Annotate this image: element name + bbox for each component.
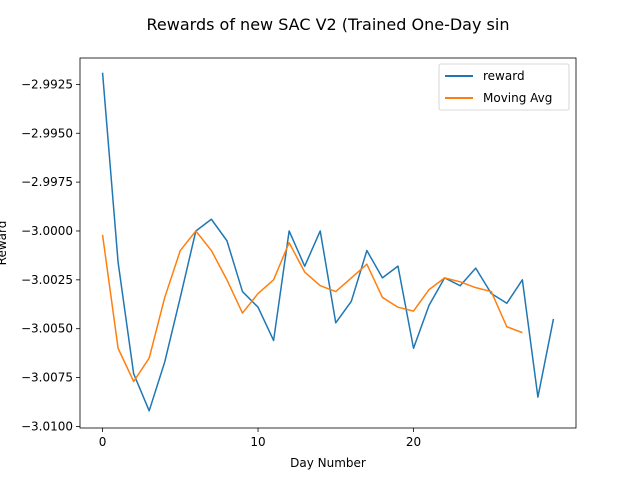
legend: reward Moving Avg bbox=[438, 63, 570, 111]
x-axis-ticks: 0 10 20 bbox=[99, 428, 421, 449]
y-axis-ticks: −2.9925 −2.9950 −2.9975 −3.0000 −3.0025 −3.00… bbox=[21, 77, 80, 433]
y-tick-label: −2.9950 bbox=[21, 126, 73, 140]
series-lines bbox=[101, 72, 555, 412]
y-tick-label: −2.9975 bbox=[21, 175, 73, 189]
legend-label-reward: reward bbox=[483, 69, 525, 83]
plot-background bbox=[80, 58, 576, 428]
chart-title: Rewards of new SAC V2 (Trained One-Day s… bbox=[147, 15, 510, 34]
y-tick-label: −3.0050 bbox=[21, 322, 73, 336]
legend-label-moving-avg: Moving Avg bbox=[483, 91, 552, 105]
x-tick-label: 0 bbox=[99, 435, 107, 449]
x-tick-label: 20 bbox=[406, 435, 421, 449]
y-tick-label: −3.0000 bbox=[21, 224, 73, 238]
y-tick-label: −3.0025 bbox=[21, 273, 73, 287]
x-tick-label: 10 bbox=[250, 435, 265, 449]
y-tick-label: −2.9925 bbox=[21, 77, 73, 91]
axes-frame bbox=[79, 57, 577, 429]
plot-area bbox=[79, 57, 577, 429]
x-axis-label: Day Number bbox=[290, 456, 366, 470]
series-line-1 bbox=[101, 230, 523, 383]
series-line-0 bbox=[101, 72, 555, 412]
y-tick-label: −3.0100 bbox=[21, 419, 73, 433]
y-tick-label: −3.0075 bbox=[21, 371, 73, 385]
y-axis-label: Reward bbox=[0, 221, 9, 266]
